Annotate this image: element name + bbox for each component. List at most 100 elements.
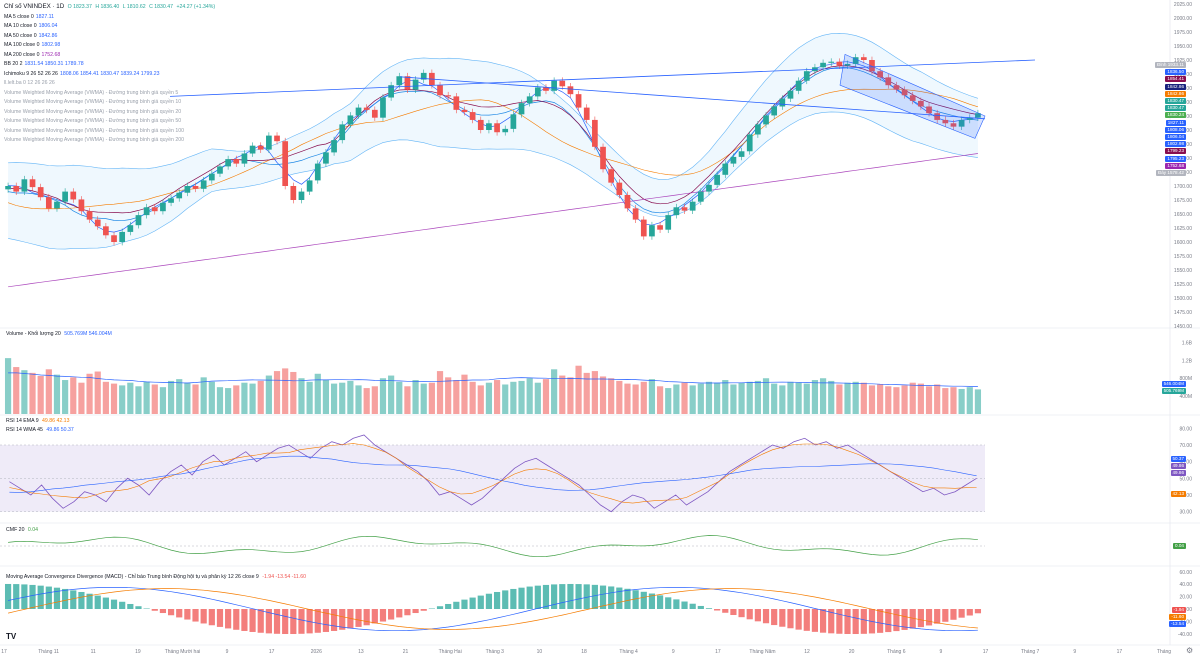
- macd-histogram-bar: [208, 609, 215, 626]
- candle-body: [168, 198, 174, 203]
- candle-body: [640, 219, 647, 237]
- volume-bar: [909, 382, 916, 414]
- volume-label[interactable]: Volume - Khối lượng 20: [6, 331, 61, 337]
- macd-axis-label: 20.00: [1179, 595, 1192, 601]
- vwma-row[interactable]: Volume Weighted Moving Average (VWMA) - …: [4, 118, 182, 124]
- volume-values: 505.769M 546.004M: [64, 331, 112, 337]
- bollinger-upper-line: [8, 32, 978, 181]
- volume-bar: [551, 369, 558, 414]
- volume-bar: [852, 381, 859, 414]
- candle-body: [534, 87, 541, 97]
- time-axis-label: 9: [1073, 649, 1076, 655]
- indicator-row[interactable]: MA 200 close 0 1752.68: [4, 51, 215, 61]
- volume-bar: [37, 376, 44, 414]
- indicator-legend: Chỉ số VNINDEX · 1D O 1823.37 H 1836.40 …: [4, 2, 215, 146]
- macd-histogram-bar: [681, 601, 688, 609]
- time-axis-label: 10: [537, 649, 543, 655]
- macd-histogram-bar: [13, 584, 20, 609]
- vwma-row[interactable]: Volume Weighted Moving Average (VWMA) - …: [4, 89, 179, 96]
- candle-body: [869, 60, 875, 72]
- candle-body: [151, 207, 158, 212]
- time-axis-label: 9: [226, 649, 229, 655]
- candle-body: [404, 76, 411, 90]
- high-value: H 1836.40: [95, 4, 120, 10]
- volume-bar: [925, 386, 933, 414]
- time-axis-label: 11: [91, 649, 96, 655]
- candle-body: [355, 107, 362, 116]
- macd-histogram-bar: [298, 609, 305, 634]
- macd-histogram-bar: [714, 609, 721, 611]
- indicator-row[interactable]: BB 20 2 1831.54 1850.31 1789.78: [4, 60, 215, 70]
- time-axis-label: 21: [403, 649, 409, 655]
- indicator-row[interactable]: MA 10 close 0 1806.04: [4, 22, 215, 32]
- candle-body: [722, 163, 729, 175]
- macd-histogram-bar: [167, 609, 175, 616]
- volume-bar: [62, 380, 69, 414]
- volume-bar: [404, 386, 411, 414]
- volume-bar: [950, 387, 957, 414]
- candle-body: [714, 174, 720, 185]
- indicator-label: MA 100 close 0: [4, 42, 40, 48]
- volume-bar: [942, 388, 949, 414]
- macd-histogram-bar: [388, 609, 395, 620]
- volume-bar: [428, 382, 435, 414]
- macd-histogram-bar: [966, 609, 973, 616]
- macd-histogram-bar: [722, 609, 729, 613]
- gear-icon[interactable]: ⚙: [1186, 646, 1194, 655]
- rsi-wma-line: [9, 455, 977, 493]
- vwma-row[interactable]: Volume Weighted Moving Average (VWMA) - …: [4, 137, 184, 143]
- volume-bar: [616, 380, 623, 414]
- vwma-row[interactable]: Volume Weighted Moving Average (VWMA) - …: [4, 127, 184, 134]
- candle-body: [380, 97, 386, 118]
- indicator-row[interactable]: Ichimoku 9 26 52 26 26 1808.06 1854.41 18…: [4, 70, 215, 80]
- macd-histogram-bar: [225, 609, 232, 629]
- candle-body: [298, 191, 305, 200]
- rsi2-label[interactable]: RSI 14 WMA 45: [6, 427, 43, 433]
- volume-bar: [45, 369, 52, 414]
- time-axis-label: 12: [804, 649, 810, 655]
- macd-histogram-bar: [371, 609, 378, 624]
- macd-histogram-bar: [436, 606, 444, 609]
- price-axis-label: 1550.00: [1174, 268, 1192, 274]
- macd-histogram-bar: [37, 585, 44, 609]
- volume-bar: [347, 380, 354, 414]
- macd-histogram-bar: [730, 609, 737, 616]
- volume-bar: [934, 384, 941, 414]
- macd-histogram-bar: [143, 608, 150, 609]
- volume-bar: [225, 388, 232, 414]
- volume-bar: [388, 375, 395, 414]
- price-axis-label: 1950.00: [1174, 44, 1192, 50]
- indicator-row[interactable]: MA 5 close 0 1827.11: [4, 13, 215, 23]
- macd-histogram-bar: [771, 609, 778, 626]
- macd-histogram-bar: [265, 609, 272, 634]
- indicator-row[interactable]: ll.lelt.ba 0 12 26 26 26: [4, 79, 215, 89]
- candle-body: [103, 226, 109, 236]
- symbol-title[interactable]: Chỉ số VNINDEX · 1D: [4, 3, 65, 10]
- vwma-row[interactable]: Volume Weighted Moving Average (VWMA) - …: [4, 108, 182, 115]
- volume-bar: [738, 382, 745, 414]
- volume-bar: [29, 372, 36, 414]
- candle-body: [632, 208, 639, 220]
- volume-bar: [355, 385, 362, 414]
- rsi1-label[interactable]: RSI 14 EMA 9: [6, 418, 39, 424]
- volume-bar: [665, 388, 672, 414]
- volume-bar: [282, 368, 289, 414]
- candle-body: [820, 62, 826, 68]
- price-tag: -11.60: [1169, 614, 1186, 620]
- time-axis-label: 18: [581, 649, 587, 655]
- indicator-row[interactable]: MA 100 close 0 1802.98: [4, 41, 215, 51]
- candle-body: [192, 186, 199, 189]
- candle-body: [143, 207, 150, 216]
- bollinger-band-fill: [8, 33, 978, 250]
- macd-histogram-bar: [21, 584, 28, 609]
- indicator-row[interactable]: MA 50 close 0 1842.86: [4, 32, 215, 42]
- macd-label[interactable]: Moving Average Convergence Divergence (M…: [6, 574, 259, 580]
- price-tag: Đỉnh 1933.11: [1155, 62, 1186, 68]
- candle-body: [559, 80, 566, 87]
- price-axis-label: 1650.00: [1174, 212, 1192, 218]
- macd-histogram-bar: [632, 590, 639, 609]
- vwma-row[interactable]: Volume Weighted Moving Average (VWMA) - …: [4, 99, 182, 105]
- candle-body: [62, 191, 68, 202]
- cmf-label[interactable]: CMF 20: [6, 527, 25, 533]
